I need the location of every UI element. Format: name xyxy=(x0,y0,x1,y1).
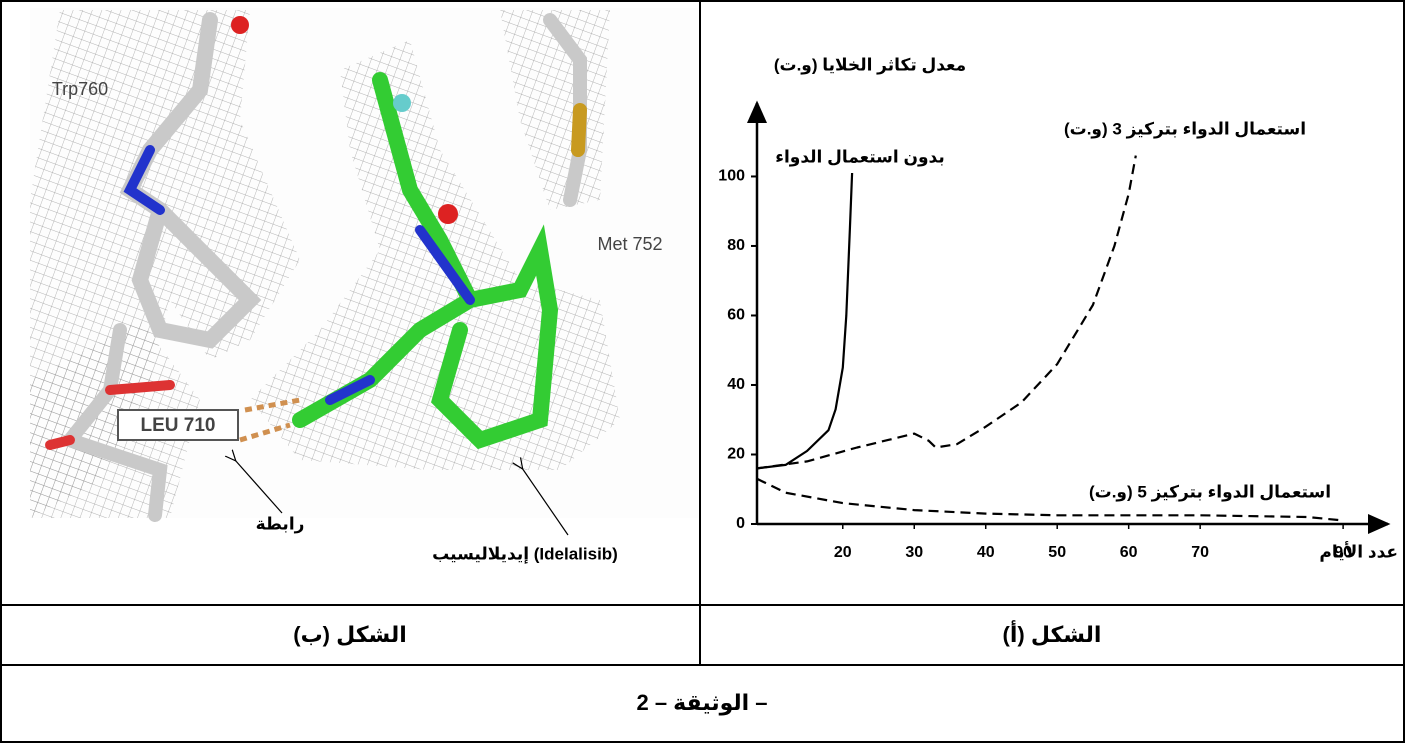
y-tick-label: 100 xyxy=(718,168,745,185)
drug-label: إيديلاليسيب (Idelalisib) xyxy=(432,544,618,563)
y-axis-label: معدل تكاثر الخلايا (و.ت) xyxy=(774,55,966,75)
figure-caption: الشكل (أ) xyxy=(1003,619,1102,647)
residue-label: Met 752 xyxy=(597,234,662,254)
series-line xyxy=(757,156,1136,469)
x-tick-label: 70 xyxy=(1191,544,1209,561)
document: Trp760 Met 752 LEU 710 رابطة إيديلاليسيب… xyxy=(0,0,1405,743)
chart: معدل تكاثر الخلايا (و.ت) عدد الأيام 0 20 4… xyxy=(718,55,1398,561)
y-tick-label: 0 xyxy=(736,515,745,532)
series-line xyxy=(757,173,852,468)
residue-label: LEU 710 xyxy=(141,415,216,436)
x-tick-label: 60 xyxy=(1120,544,1138,561)
molecule-image xyxy=(30,8,698,535)
residue-label: Trp760 xyxy=(52,79,108,99)
series-label: استعمال الدواء بتركيز 5 (و.ت) xyxy=(1089,482,1331,502)
series-label: بدون استعمال الدواء xyxy=(775,147,944,167)
x-tick-label: 20 xyxy=(834,544,852,561)
page: Trp760 Met 752 LEU 710 رابطة إيديلاليسيب… xyxy=(0,0,1405,743)
y-tick-label: 80 xyxy=(727,237,745,254)
y-tick-label: 40 xyxy=(727,376,745,393)
x-tick-label: 50 xyxy=(1048,544,1066,561)
document-title: الوثيقة – 2 – xyxy=(636,690,767,716)
bond-label: رابطة xyxy=(256,514,305,533)
x-tick-label: 30 xyxy=(905,544,923,561)
x-tick-label: 90 xyxy=(1334,544,1352,561)
series-label: استعمال الدواء بتركيز 3 (و.ت) xyxy=(1064,119,1306,139)
y-tick-label: 60 xyxy=(727,307,745,324)
x-tick-label: 40 xyxy=(977,544,995,561)
x-axis-label: عدد الأيام xyxy=(1319,541,1398,561)
figure-caption: الشكل (ب) xyxy=(293,622,407,647)
y-tick-label: 20 xyxy=(727,446,745,463)
